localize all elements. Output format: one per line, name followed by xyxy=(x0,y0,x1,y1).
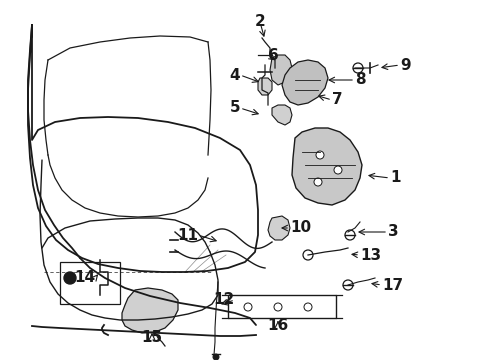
Text: 8: 8 xyxy=(355,72,366,87)
Circle shape xyxy=(64,272,76,284)
Bar xyxy=(228,295,336,318)
Circle shape xyxy=(334,166,342,174)
Polygon shape xyxy=(270,55,292,85)
Polygon shape xyxy=(258,78,272,95)
Circle shape xyxy=(314,178,322,186)
Text: 17: 17 xyxy=(382,278,403,292)
Text: 1: 1 xyxy=(390,171,400,185)
Text: 15: 15 xyxy=(142,330,163,346)
Text: 9: 9 xyxy=(400,58,411,72)
Polygon shape xyxy=(292,128,362,205)
Text: 10: 10 xyxy=(290,220,311,235)
Text: 2: 2 xyxy=(255,14,266,30)
Text: 12: 12 xyxy=(214,292,235,307)
Text: 16: 16 xyxy=(268,318,289,333)
Polygon shape xyxy=(282,60,328,105)
Polygon shape xyxy=(122,288,178,333)
Text: 14: 14 xyxy=(74,270,95,285)
Text: 7: 7 xyxy=(332,93,343,108)
Text: 4: 4 xyxy=(229,68,240,82)
Circle shape xyxy=(316,151,324,159)
Text: 11: 11 xyxy=(177,228,198,243)
Text: 13: 13 xyxy=(360,248,381,262)
Text: 6: 6 xyxy=(268,48,279,63)
Bar xyxy=(60,262,120,304)
Circle shape xyxy=(213,354,219,360)
Text: 5: 5 xyxy=(229,100,240,116)
Polygon shape xyxy=(272,105,292,125)
Polygon shape xyxy=(268,216,290,240)
Text: 3: 3 xyxy=(388,225,399,239)
